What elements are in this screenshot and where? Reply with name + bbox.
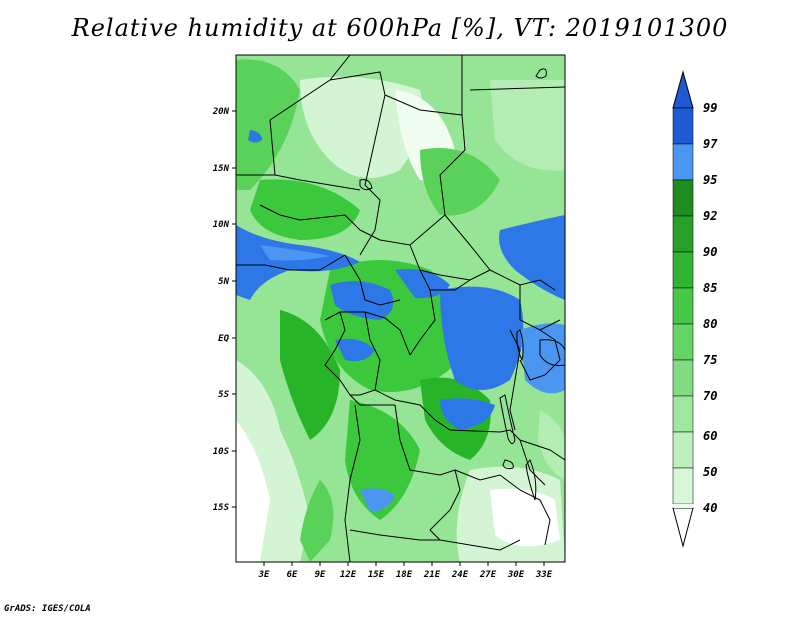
colorbar-label-40: 40 xyxy=(703,501,717,515)
colorbar: 99 97 95 92 90 85 80 75 70 60 50 40 xyxy=(672,70,718,548)
colorbar-swatch-90 xyxy=(672,251,694,289)
lat-label-15s: 15S xyxy=(213,503,230,513)
colorbar-swatch-70 xyxy=(672,395,694,433)
colorbar-label-50: 50 xyxy=(703,465,717,479)
colorbar-label-80: 80 xyxy=(703,317,717,331)
colorbar-swatch-99 xyxy=(672,107,694,145)
lat-label-10s: 10S xyxy=(213,447,230,457)
lon-label-6e: 6E xyxy=(287,570,298,580)
colorbar-over-arrow xyxy=(672,70,694,109)
lon-label-33e: 33E xyxy=(535,570,553,580)
lon-label-24e: 24E xyxy=(451,570,469,580)
lon-label-12e: 12E xyxy=(340,570,357,580)
colorbar-label-60: 60 xyxy=(703,429,717,443)
lon-label-27e: 27E xyxy=(479,570,497,580)
colorbar-swatch-92 xyxy=(672,215,694,253)
lon-label-21e: 21E xyxy=(423,570,441,580)
colorbar-swatch-85 xyxy=(672,287,694,325)
map-title: Relative humidity at 600hPa [%], VT: 201… xyxy=(71,14,729,42)
colorbar-label-95: 95 xyxy=(703,173,717,187)
lon-axis-labels: 3E 6E 9E 12E 15E 18E 21E 24E 27E 30E 33E xyxy=(258,570,553,580)
colorbar-under-arrow xyxy=(672,507,694,548)
lon-label-3e: 3E xyxy=(258,570,270,580)
country-borders xyxy=(236,55,565,562)
humidity-field xyxy=(236,55,565,562)
colorbar-label-97: 97 xyxy=(703,137,718,151)
lat-label-10n: 10N xyxy=(213,220,230,230)
lat-label-15n: 15N xyxy=(213,164,230,174)
colorbar-swatch-97 xyxy=(672,143,694,181)
colorbar-swatch-60 xyxy=(672,431,694,469)
colorbar-label-85: 85 xyxy=(703,281,717,295)
colorbar-swatch-80 xyxy=(672,323,694,361)
map-frame xyxy=(235,54,566,563)
colorbar-label-70: 70 xyxy=(703,389,717,403)
lat-label-5n: 5N xyxy=(218,277,229,287)
colorbar-label-99: 99 xyxy=(703,101,717,115)
colorbar-label-90: 90 xyxy=(703,245,717,259)
lat-label-eq: EQ xyxy=(218,334,229,344)
colorbar-swatch-50 xyxy=(672,467,694,505)
lat-label-20n: 20N xyxy=(212,107,230,117)
lon-label-15e: 15E xyxy=(368,570,385,580)
lat-label-5s: 5S xyxy=(218,390,229,400)
lon-label-18e: 18E xyxy=(396,570,413,580)
colorbar-swatch-75 xyxy=(672,359,694,397)
colorbar-label-75: 75 xyxy=(703,353,717,367)
colorbar-label-92: 92 xyxy=(703,209,717,223)
axis-ticks xyxy=(232,110,545,566)
colorbar-swatch-95 xyxy=(672,179,694,217)
lon-label-30e: 30E xyxy=(507,570,525,580)
lon-label-9e: 9E xyxy=(315,570,326,580)
lat-axis-labels: 20N 15N 10N 5N EQ 5S 10S 15S xyxy=(212,107,230,513)
grads-credit: GrADS: IGES/COLA xyxy=(4,604,91,614)
